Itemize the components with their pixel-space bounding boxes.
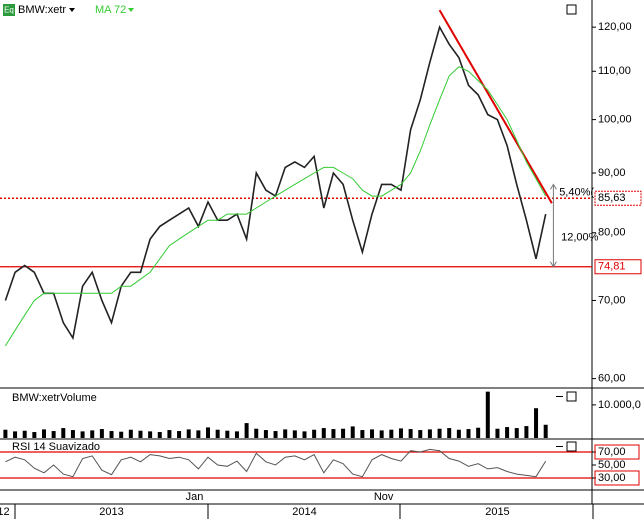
y-tick-label: 70,00 — [598, 294, 626, 306]
volume-bar — [3, 429, 8, 438]
volume-bar — [341, 428, 346, 438]
volume-bar — [206, 427, 211, 438]
volume-bar — [321, 428, 326, 438]
volume-bar — [244, 423, 249, 438]
volume-bar — [495, 428, 500, 438]
panel-button[interactable] — [566, 391, 577, 402]
volume-bar — [360, 430, 365, 438]
volume-bar — [398, 428, 403, 438]
volume-bar — [447, 428, 452, 438]
volume-bar — [41, 429, 46, 438]
legend-entry[interactable]: BMW:xetr — [18, 4, 66, 16]
y-tick-label: 60,00 — [598, 373, 626, 385]
volume-bar — [70, 430, 75, 438]
volume-bar — [543, 424, 548, 438]
x-year-label: 2014 — [292, 506, 316, 518]
level-label: 85,63 — [598, 192, 626, 204]
volume-bar — [456, 429, 461, 438]
volume-bar — [196, 430, 201, 438]
y-tick-label: 50,00 — [598, 459, 626, 471]
series-line — [5, 448, 547, 478]
volume-bar — [22, 430, 27, 438]
volume-bar — [389, 429, 394, 438]
volume-bar — [485, 391, 490, 438]
volume-bar — [234, 431, 239, 438]
volume-bar — [119, 431, 124, 438]
volume-bar — [177, 431, 182, 438]
legend-dropdown[interactable] — [128, 8, 134, 12]
volume-bar — [437, 428, 442, 438]
y-tick-label: 10.000,0 — [598, 399, 641, 411]
trend-line — [438, 9, 553, 204]
level-label-box — [594, 190, 642, 206]
volume-bar — [283, 429, 288, 438]
annotation: 5,40%( — [559, 186, 594, 198]
volume-bar — [476, 427, 481, 438]
volume-bar — [90, 430, 95, 438]
series-line — [4, 66, 547, 347]
panel-button[interactable] — [566, 441, 577, 452]
volume-bar — [51, 431, 56, 438]
volume-bar — [418, 430, 423, 438]
volume-bar — [427, 429, 432, 438]
volume-bar — [524, 426, 529, 438]
y-tick-label: 120,00 — [598, 21, 632, 33]
volume-bar — [370, 429, 375, 438]
legend-dropdown[interactable] — [69, 8, 75, 12]
volume-bar — [157, 432, 162, 438]
x-year-label: 2013 — [99, 506, 123, 518]
y-tick-label: 80,00 — [598, 227, 626, 239]
volume-bar — [225, 430, 230, 438]
x-year-label: 12 — [0, 506, 10, 518]
volume-bar — [331, 429, 336, 438]
level-label-box — [594, 259, 642, 275]
level-label-box — [594, 470, 640, 486]
y-tick-label: 70,00 — [598, 446, 626, 458]
legend-icon[interactable] — [3, 4, 15, 16]
volume-bar — [215, 429, 220, 438]
arrow-head — [549, 183, 557, 268]
x-tick-label: Nov — [374, 491, 394, 503]
volume-bar — [254, 428, 259, 438]
volume-bar — [466, 429, 471, 438]
volume-bar — [350, 426, 355, 438]
level-label: 74,81 — [598, 261, 626, 273]
y-tick-label: 110,00 — [598, 65, 631, 77]
volume-bar — [128, 429, 133, 438]
volume-bar — [302, 431, 307, 438]
volume-bar — [273, 431, 278, 438]
volume-bar — [80, 431, 85, 438]
volume-bar — [312, 429, 317, 438]
volume-bar — [292, 430, 297, 438]
volume-bar — [505, 427, 510, 438]
volume-bar — [13, 431, 18, 438]
y-tick-label: 30,00 — [598, 472, 626, 484]
volume-bar — [514, 428, 519, 438]
volume-bar — [148, 431, 153, 438]
panel-title: BMW:xetrVolume — [12, 392, 97, 404]
volume-bar — [186, 429, 191, 438]
volume-bar — [32, 432, 37, 438]
annotation: 12,00% — [561, 232, 599, 244]
volume-bar — [534, 408, 539, 438]
volume-bar — [379, 430, 384, 438]
volume-bar — [138, 430, 143, 438]
volume-bar — [408, 429, 413, 438]
volume-bar — [109, 431, 114, 438]
x-tick-label: Jan — [186, 491, 204, 503]
x-year-label: 2015 — [485, 506, 509, 518]
panel-title: RSI 14 Suavizado — [12, 441, 100, 453]
panel-button[interactable] — [566, 4, 577, 15]
y-tick-label: 100,00 — [598, 114, 632, 126]
legend-icon-label: Eq — [4, 6, 14, 15]
volume-bar — [167, 430, 172, 438]
volume-bar — [263, 430, 268, 438]
level-label-box — [594, 444, 640, 460]
legend-entry[interactable]: MA 72 — [95, 4, 126, 16]
y-tick-label: 90,00 — [598, 167, 626, 179]
volume-bar — [99, 429, 104, 438]
volume-bar — [61, 428, 66, 438]
